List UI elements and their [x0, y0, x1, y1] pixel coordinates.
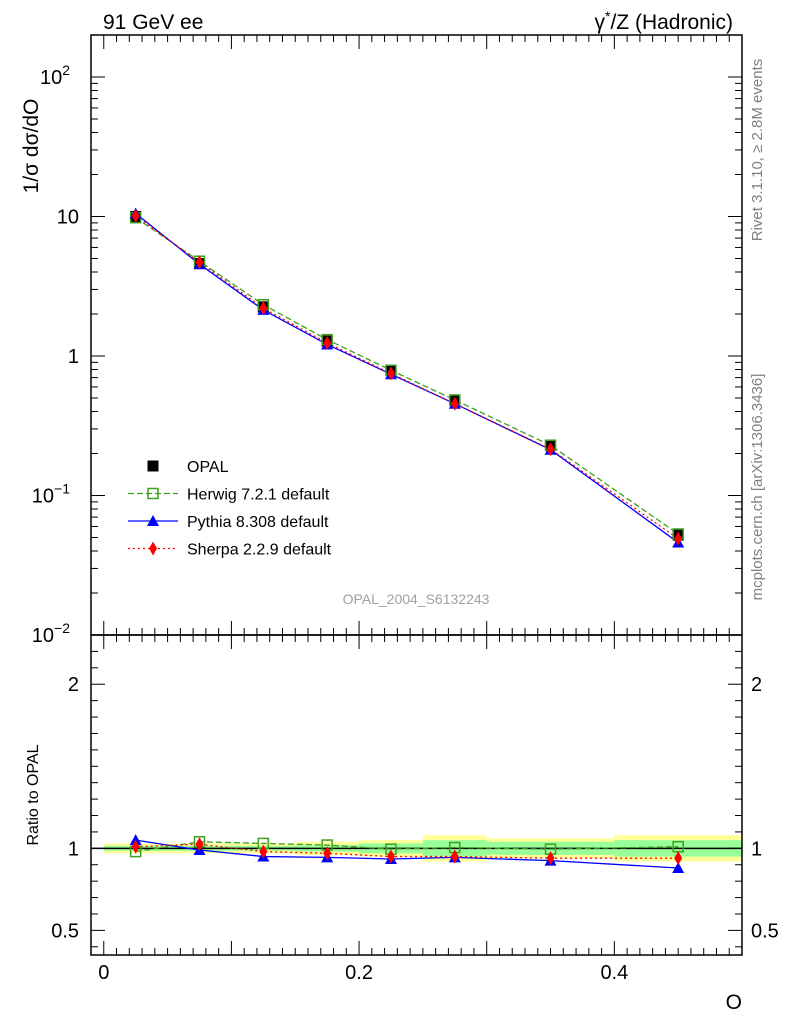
header-left-title: 91 GeV ee	[103, 11, 203, 34]
ratio-line-pythia	[135, 839, 679, 869]
legend-marker-data	[147, 460, 159, 472]
main-point-sherpa-5	[450, 396, 459, 411]
main-y-tick-label-base: 1	[68, 346, 79, 368]
header-right-rest: /Z (Hadronic)	[610, 11, 733, 34]
ratio-point-sherpa-2	[259, 844, 268, 859]
analysis-watermark: OPAL_2004_S6132243	[343, 591, 490, 607]
main-y-tick-label-exponent: 2	[62, 62, 70, 78]
legend-label-herwig: Herwig 7.2.1 default	[187, 487, 330, 504]
legend: OPAL Herwig 7.2.1 default Pythia 8.308 def…	[128, 459, 332, 559]
legend-marker-sherpa	[149, 541, 157, 556]
series-markers	[129, 207, 685, 874]
mcplots-side-label: mcplots.cern.ch [arXiv:1306.3436]	[749, 374, 766, 601]
x-tick-label-0: 0	[98, 962, 109, 984]
main-point-sherpa-4	[386, 366, 395, 381]
series-lines	[135, 213, 679, 869]
main-y-tick-label-base: 10	[57, 206, 79, 228]
main-y-tick-label-base: 10	[40, 67, 62, 89]
header-right-gamma: γ	[595, 11, 606, 34]
main-y-tick-label-exponent: −2	[54, 620, 70, 636]
legend-label-sherpa: Sherpa 2.2.9 default	[187, 542, 332, 559]
x-axis-label: O	[726, 991, 742, 1014]
ratio-point-sherpa-4	[386, 849, 395, 864]
ratio-y-tick-label-right-2: 0.5	[751, 920, 779, 942]
ratio-line-herwig	[135, 841, 679, 853]
main-y-tick-label-base: 10	[32, 625, 54, 647]
main-point-sherpa-3	[323, 335, 332, 350]
ratio-point-pythia-7	[672, 862, 685, 874]
main-point-sherpa-7	[674, 531, 683, 546]
legend-label-pythia: Pythia 8.308 default	[187, 514, 329, 531]
main-y-tick-label-0: 102	[40, 62, 70, 89]
main-y-tick-label-2: 1	[68, 346, 79, 368]
ratio-point-pythia-0	[129, 834, 142, 846]
header-right-title: γ*/Z (Hadronic)	[595, 8, 733, 34]
ratio-point-sherpa-1	[195, 837, 204, 852]
legend-label-data: OPAL	[187, 459, 229, 476]
ratio-point-sherpa-5	[450, 849, 459, 864]
main-y-tick-label-base: 10	[32, 485, 54, 507]
ratio-y-axis-label: Ratio to OPAL	[25, 744, 42, 845]
ratio-point-sherpa-6	[546, 851, 555, 866]
ratio-point-sherpa-0	[131, 839, 140, 854]
main-line-sherpa	[135, 215, 679, 540]
main-y-axis-label: 1/σ dσ/dO	[20, 99, 43, 194]
main-y-tick-label-4: 10−2	[32, 620, 70, 647]
ratio-y-tick-label-right-0: 2	[751, 674, 762, 696]
ratio-y-tick-label-left-2: 0.5	[51, 920, 79, 942]
x-tick-label-2: 0.4	[600, 962, 628, 984]
header-right-star: *	[605, 8, 611, 24]
ratio-y-tick-label-left-0: 2	[68, 674, 79, 696]
rivet-side-label: Rivet 3.1.10, ≥ 2.8M events	[749, 59, 766, 242]
main-point-sherpa-0	[131, 208, 140, 223]
ratio-point-sherpa-3	[323, 846, 332, 861]
main-line-herwig	[135, 217, 679, 535]
ratio-y-tick-label-left-1: 1	[68, 838, 79, 860]
legend-marker-herwig	[147, 487, 159, 500]
main-y-tick-label-3: 10−1	[32, 480, 70, 507]
main-y-tick-label-1: 10	[57, 206, 79, 228]
ratio-plot-frame	[90, 634, 743, 956]
legend-marker-pythia	[147, 515, 159, 526]
main-point-sherpa-2	[259, 301, 268, 316]
ratio-point-sherpa-7	[674, 851, 683, 866]
ratio-y-tick-label-right-1: 1	[751, 838, 762, 860]
main-y-tick-label-exponent: −1	[54, 480, 70, 496]
main-point-sherpa-1	[195, 255, 204, 270]
x-tick-label-1: 0.2	[345, 962, 373, 984]
main-point-sherpa-6	[546, 442, 555, 457]
